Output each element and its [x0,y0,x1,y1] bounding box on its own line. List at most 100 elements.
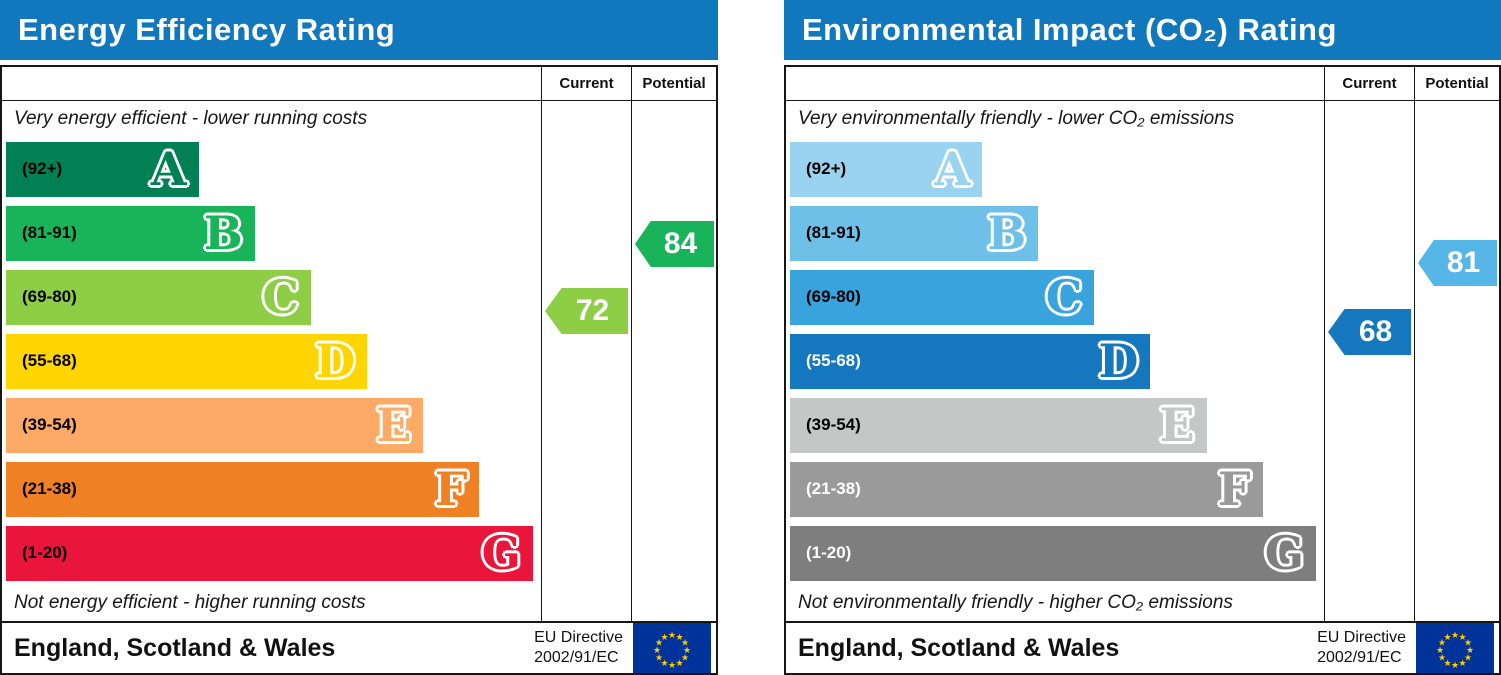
band-bar-f: (21-38) F [790,461,1263,517]
band-letter-c: C [262,270,299,324]
bottom-note: Not environmentally friendly - higher CO… [798,592,1233,613]
band-letter-c: C [1045,270,1083,324]
environmental-impact-table: Current Potential Very environmentally f… [784,65,1501,675]
svg-text:★: ★ [655,654,663,664]
svg-text:★: ★ [1443,633,1451,643]
band-letter-b: B [987,206,1027,260]
band-range-b: (81-91) [806,223,861,242]
band-c: (69-80) C [790,265,1324,329]
band-range-c: (69-80) [22,287,77,306]
svg-text:★: ★ [681,654,689,664]
eu-flag-icon: ★ ★★ ★★★ ★★★ ★★★ [633,623,711,673]
band-f: (21-38) F [790,457,1324,521]
svg-text:★: ★ [1443,659,1451,669]
band-range-b: (81-91) [22,223,77,242]
potential-rating-column: 81 [1414,101,1499,621]
svg-text:★: ★ [1464,654,1472,664]
band-range-f: (21-38) [22,479,77,498]
current-column-header: Current [1324,67,1414,101]
band-e: (39-54) E [6,393,541,457]
chart-footer: England, Scotland & Wales EU Directive 2… [786,621,1499,673]
band-d: (55-68) D [790,329,1324,393]
band-bar-c: (69-80) C [6,269,311,325]
svg-text:★: ★ [1451,631,1459,641]
band-scale-area: Very energy efficient - lower running co… [2,101,541,621]
band-bar-d: (55-68) D [790,333,1151,389]
svg-text:★: ★ [681,639,689,649]
potential-rating-column: 84 [631,101,716,621]
band-range-c: (69-80) [806,287,861,306]
band-bar-g: (1-20) G [6,525,533,581]
band-e: (39-54) E [790,393,1324,457]
svg-text:★: ★ [655,639,663,649]
band-letter-f: F [1217,462,1251,516]
current-rating-value: 68 [1358,315,1393,348]
band-letter-e: E [1159,398,1195,452]
svg-text:★: ★ [675,633,683,643]
band-letter-e: E [376,398,412,452]
current-rating-value: 72 [575,294,610,327]
band-a: (92+) A [6,137,541,201]
band-bar-b: (81-91) B [6,205,255,261]
band-bar-a: (92+) A [790,141,983,197]
region-label: England, Scotland & Wales [798,633,1120,662]
header-spacer [786,67,1324,101]
header-spacer [2,67,541,101]
potential-rating-value: 81 [1446,246,1481,279]
svg-text:★: ★ [1438,654,1446,664]
band-bar-a: (92+) A [6,141,199,197]
current-rating-column: 72 [541,101,631,621]
band-bar-d: (55-68) D [6,333,368,389]
svg-text:★: ★ [660,659,668,669]
band-g: (1-20) G [790,521,1324,585]
bottom-note: Not energy efficient - higher running co… [14,592,366,613]
band-b: (81-91) B [790,201,1324,265]
energy-efficiency-table: Current Potential Very energy efficient … [0,65,718,675]
energy-efficiency-chart: Energy Efficiency Rating Current Potenti… [0,0,718,675]
band-letter-b: B [203,206,243,260]
band-bar-g: (1-20) G [790,525,1316,581]
current-rating-column: 68 [1324,101,1414,621]
band-letter-f: F [434,462,468,516]
band-range-g: (1-20) [806,543,852,562]
top-note: Very energy efficient - lower running co… [14,108,368,129]
svg-text:★: ★ [1464,639,1472,649]
potential-rating-pointer: 84 [635,221,714,267]
band-range-f: (21-38) [806,479,861,498]
svg-text:★: ★ [675,659,683,669]
environmental-impact-title: Environmental Impact (CO₂) Rating [784,0,1501,60]
band-letter-a: A [934,142,971,196]
band-letter-d: D [315,334,356,388]
potential-rating-pointer: 81 [1418,240,1497,286]
band-f: (21-38) F [6,457,541,521]
potential-column-header: Potential [631,67,716,101]
bands: (92+) A (81-91) B (69-80) C [2,137,541,585]
band-bar-f: (21-38) F [6,461,480,517]
svg-text:★: ★ [1451,661,1459,671]
band-bar-b: (81-91) B [790,205,1039,261]
band-g: (1-20) G [6,521,541,585]
band-range-e: (39-54) [22,415,77,434]
svg-text:★: ★ [653,646,661,656]
current-rating-pointer: 72 [545,288,628,334]
potential-column-header: Potential [1414,67,1499,101]
band-letter-g: G [481,526,521,580]
eu-directive-label: EU Directive 2002/91/EC [534,629,623,666]
band-c: (69-80) C [6,265,541,329]
band-d: (55-68) D [6,329,541,393]
svg-text:★: ★ [1458,659,1466,669]
svg-text:★: ★ [683,646,691,656]
band-range-e: (39-54) [806,415,861,434]
current-column-header: Current [541,67,631,101]
svg-text:★: ★ [660,633,668,643]
band-scale-area: Very environmentally friendly - lower CO… [786,101,1324,621]
svg-text:★: ★ [1438,639,1446,649]
band-letter-d: D [1098,334,1139,388]
band-b: (81-91) B [6,201,541,265]
environmental-impact-chart: Environmental Impact (CO₂) Rating Curren… [784,0,1501,675]
band-range-g: (1-20) [22,543,68,562]
band-a: (92+) A [790,137,1324,201]
band-letter-g: G [1264,526,1304,580]
potential-rating-value: 84 [663,227,698,260]
